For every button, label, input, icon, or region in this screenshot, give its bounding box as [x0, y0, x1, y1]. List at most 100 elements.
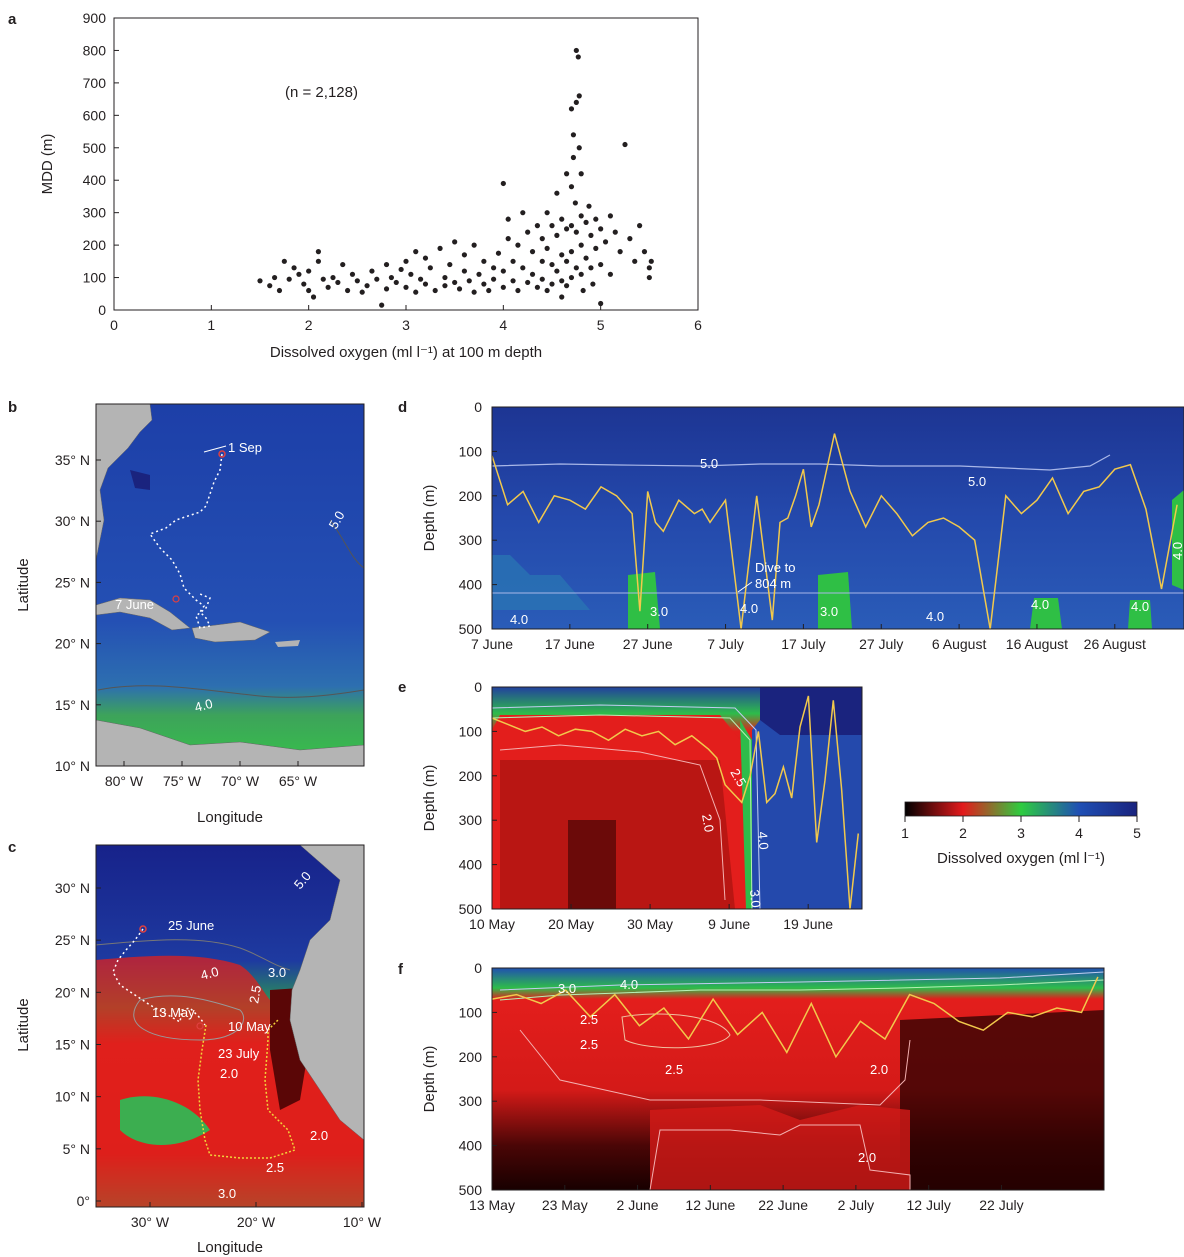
a-y-tick-label: 100	[83, 270, 107, 286]
scatter-point	[576, 145, 582, 151]
map-x-tick-label: 70° W	[221, 773, 260, 789]
panel-f-letter: f	[398, 961, 404, 978]
e-y-tick-label: 400	[459, 857, 483, 873]
panel-b-june-marker	[172, 595, 180, 603]
panel-b-ocean	[96, 404, 364, 766]
panel-c-contour-label-2b: 2.0	[310, 1128, 328, 1143]
scatter-point	[544, 245, 550, 251]
scatter-point	[520, 265, 526, 271]
f-x-tick-label: 12 July	[906, 1197, 950, 1213]
scatter-point	[534, 284, 541, 290]
a-y-tick-label: 300	[83, 205, 107, 221]
scatter-point	[505, 216, 511, 222]
panel-b-frame	[95, 403, 365, 767]
scatter-point	[359, 289, 365, 295]
colorbar-ticks: 1 2 3 4 5	[901, 816, 1141, 841]
scatter-point	[568, 274, 575, 281]
map-y-tick-label: 0°	[77, 1193, 90, 1209]
panel-c-yellow-track	[197, 1019, 296, 1159]
scatter-point	[471, 289, 477, 295]
panel-c-contour-2	[133, 995, 245, 1041]
d-x-tick-label: 7 July	[707, 636, 744, 652]
d-y-tick-label: 200	[459, 488, 483, 504]
scatter-point	[572, 200, 578, 206]
scatter-point	[617, 249, 623, 255]
panel-c-may-marker	[196, 1022, 204, 1030]
scatter-point	[554, 232, 560, 238]
panel-f-contour-2b	[649, 1124, 911, 1191]
scatter-point	[575, 54, 581, 60]
scatter-point	[570, 132, 577, 138]
scatter-point	[437, 245, 443, 251]
e-x-tick-label: 20 May	[548, 916, 594, 932]
scatter-point	[325, 284, 331, 290]
scatter-point	[568, 249, 575, 255]
map-y-tick-label: 10° N	[55, 1089, 90, 1105]
panel-d-contour-label-4: 3.0	[650, 604, 668, 619]
scatter-point	[580, 287, 586, 294]
scatter-point	[570, 154, 577, 161]
scatter-point	[568, 106, 575, 112]
scatter-point	[369, 268, 375, 274]
panel-c-frame	[95, 844, 365, 1208]
panel-a-plot-frame	[113, 17, 699, 311]
scatter-point	[525, 279, 531, 286]
scatter-point	[534, 223, 541, 229]
scatter-point	[520, 210, 526, 216]
colorbar-tick-label: 1	[901, 825, 909, 841]
d-x-tick-label: 17 July	[781, 636, 825, 652]
scatter-point	[349, 271, 356, 277]
panel-c-x-label: Longitude	[197, 1239, 263, 1256]
scatter-point	[646, 274, 652, 281]
panel-d-green-3	[1030, 598, 1062, 629]
d-y-tick-label: 0	[474, 399, 482, 415]
scatter-point	[310, 294, 317, 300]
panel-f-contour-label-4: 2.5	[580, 1037, 598, 1052]
d-x-tick-label: 26 August	[1084, 636, 1146, 652]
panel-f-x-axis: 13 May 23 May 2 June 12 June 22 June 2 July 12…	[469, 1185, 1024, 1213]
f-x-tick-label: 12 June	[685, 1197, 735, 1213]
scatter-point	[549, 261, 555, 268]
e-y-tick-label: 0	[474, 679, 482, 695]
f-x-tick-label: 2 June	[617, 1197, 659, 1213]
f-y-tick-label: 0	[474, 960, 482, 976]
scatter-point	[491, 276, 497, 282]
d-y-tick-label: 400	[459, 577, 483, 593]
scatter-point	[452, 239, 458, 245]
f-x-tick-label: 22 June	[758, 1197, 808, 1213]
scatter-point	[403, 258, 409, 264]
map-y-tick-label: 20° N	[55, 636, 90, 652]
panel-f-contour-2a	[519, 1029, 911, 1106]
a-x-tick-label: 0	[110, 317, 118, 333]
scatter-point	[607, 271, 614, 277]
panel-d-mid-band	[492, 555, 590, 610]
e-y-tick-label: 500	[459, 901, 483, 917]
panel-e-blue-region	[752, 720, 862, 909]
scatter-point	[578, 242, 584, 248]
panel-c-contour-4	[95, 939, 291, 971]
panel-a: a 0 100 200 300 400 500 600 700 800 900 0 1 2 3 4 5 6 (…	[8, 10, 702, 361]
colorbar-tick-label: 2	[959, 825, 967, 841]
scatter-point	[413, 289, 419, 295]
colorbar-tick-label: 4	[1075, 825, 1083, 841]
panel-d-contour-label-6: 3.0	[820, 604, 838, 619]
scatter-point	[422, 255, 429, 261]
scatter-point	[578, 271, 584, 277]
a-y-tick-label: 200	[83, 237, 107, 253]
scatter-point	[564, 171, 570, 177]
scatter-point	[481, 281, 487, 287]
panel-d-contour-label-9: 4.0	[1131, 599, 1149, 614]
panel-b-north-america	[95, 403, 153, 561]
scatter-point	[354, 278, 360, 284]
map-y-tick-label: 10° N	[55, 758, 90, 774]
panel-d-contour-5-line	[491, 454, 1111, 471]
scatter-point	[393, 279, 399, 286]
scatter-point	[515, 242, 521, 248]
scatter-point	[383, 261, 390, 268]
panel-e-darkest-region	[568, 820, 616, 909]
scatter-point	[383, 286, 390, 292]
a-x-tick-label: 2	[305, 317, 313, 333]
panel-f-contour-label-7: 2.0	[858, 1150, 876, 1165]
panel-e-dark-blue	[760, 687, 862, 735]
